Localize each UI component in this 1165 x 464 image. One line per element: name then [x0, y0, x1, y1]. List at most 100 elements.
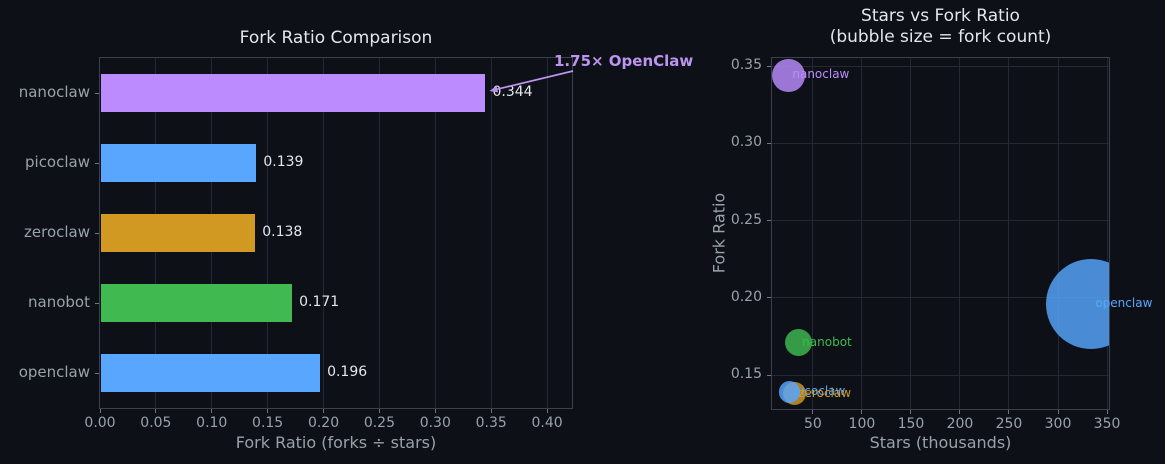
gridline-x — [378, 58, 380, 408]
bar-nanoclaw — [101, 74, 486, 112]
x-tick-mark — [378, 409, 380, 413]
x-tick-mark — [323, 409, 325, 413]
x-tick-mark — [1057, 410, 1059, 414]
gridline-x — [1008, 58, 1010, 409]
y-tick-mark — [95, 92, 99, 94]
x-tick-mark — [155, 409, 157, 413]
bubble-x-axis-label: Stars (thousands) — [869, 433, 1012, 452]
x-tick-label: 0.10 — [196, 415, 228, 431]
x-tick-mark — [490, 409, 492, 413]
gridline-y — [772, 65, 1109, 67]
annotation-text: 1.75× OpenClaw — [554, 52, 694, 70]
x-tick-label: 250 — [995, 416, 1023, 432]
gridline-x — [812, 58, 814, 409]
x-tick-label: 100 — [848, 416, 876, 432]
gridline-x — [861, 58, 863, 409]
bar-nanobot — [101, 284, 293, 322]
category-label-zeroclaw: zeroclaw — [24, 223, 90, 241]
bar-value-label: 0.196 — [327, 364, 368, 380]
bubble-label-zeroclaw: zeroclaw — [798, 385, 852, 400]
gridline-y — [772, 142, 1109, 144]
gridline-x — [1057, 58, 1059, 409]
x-tick-mark — [1106, 410, 1108, 414]
x-tick-label: 0.35 — [475, 415, 507, 431]
x-tick-mark — [99, 409, 101, 413]
x-tick-label: 0.25 — [363, 415, 395, 431]
bubble-plot-area: 50 100 150 200 250 300 350 0.35 0.30 0.25 0.20 0.15… — [731, 57, 1152, 432]
x-tick-mark — [546, 409, 548, 413]
y-tick-label: 0.20 — [730, 288, 762, 305]
x-tick-label: 50 — [803, 416, 822, 432]
x-tick-label: 0.20 — [307, 415, 340, 431]
bar-value-label: 0.138 — [262, 224, 303, 240]
y-tick-label: 0.30 — [730, 134, 762, 151]
x-tick-mark — [211, 409, 213, 413]
y-tick-mark — [767, 142, 771, 144]
x-tick-label: 0.30 — [419, 415, 451, 431]
y-tick-mark — [767, 374, 771, 376]
gridline-x — [267, 58, 269, 408]
bubble-openclaw — [1046, 258, 1109, 349]
gridline-x — [910, 58, 912, 409]
bubble-nanobot — [784, 328, 812, 357]
y-tick-mark — [767, 220, 771, 222]
gridline-x — [323, 58, 325, 408]
x-tick-mark — [267, 409, 269, 413]
category-label-nanoclaw: nanoclaw — [18, 83, 90, 101]
gridline-x — [490, 58, 492, 408]
x-tick-label: 0.15 — [252, 415, 284, 431]
x-tick-label: 200 — [946, 416, 974, 432]
x-tick-mark — [434, 409, 436, 413]
gridline-x — [546, 58, 548, 408]
bubble-chart-subtitle: (bubble size = fork count) — [829, 27, 1052, 47]
bubble-label-nanobot: nanobot — [802, 334, 852, 349]
bar-value-label: 0.139 — [263, 154, 304, 170]
bar-value-label: 0.171 — [299, 294, 340, 310]
bubble-label-picoclaw: picoclaw — [793, 384, 846, 398]
bar-x-axis-label: Fork Ratio (forks ÷ stars) — [235, 433, 437, 452]
x-tick-label: 300 — [1044, 416, 1072, 432]
bubble-y-axis-label: Fork Ratio — [709, 192, 729, 274]
x-tick-mark — [910, 410, 912, 414]
x-tick-mark — [861, 410, 863, 414]
category-label-openclaw: openclaw — [18, 363, 90, 381]
bubble-picoclaw — [778, 381, 800, 403]
y-tick-mark — [95, 302, 99, 304]
gridline-x — [1106, 58, 1108, 409]
bubble-chart-title: Stars vs Fork Ratio — [861, 6, 1020, 26]
y-tick-mark — [95, 232, 99, 234]
gridline-y — [772, 297, 1109, 299]
bubble-label-openclaw: openclaw — [1095, 295, 1153, 310]
x-tick-label: 0.00 — [84, 415, 116, 431]
bar-value-label: 0.344 — [492, 84, 533, 100]
y-tick-label: 0.25 — [730, 211, 762, 228]
y-tick-mark — [95, 162, 99, 164]
x-tick-label: 150 — [897, 416, 925, 432]
x-tick-mark — [959, 410, 961, 414]
bar-plot-area: 0.00 0.05 0.10 0.15 0.20 0.25 0.30 0.35 0.40 0.34… — [19, 57, 573, 431]
bar-picoclaw — [101, 144, 257, 182]
category-label-nanobot: nanobot — [28, 293, 90, 311]
bar-zeroclaw — [101, 214, 256, 252]
gridline-y — [772, 220, 1109, 222]
y-tick-mark — [767, 297, 771, 299]
bar-chart-title: Fork Ratio Comparison — [239, 28, 433, 48]
gridline-x — [959, 58, 961, 409]
x-tick-label: 0.05 — [140, 415, 172, 431]
y-tick-label: 0.15 — [730, 366, 762, 382]
bar-openclaw — [101, 354, 321, 392]
gridline-y — [772, 374, 1109, 376]
y-tick-label: 0.35 — [730, 57, 762, 74]
bubble-label-nanoclaw: nanoclaw — [792, 67, 850, 82]
x-tick-label: 350 — [1093, 416, 1121, 432]
x-tick-label: 0.40 — [531, 415, 563, 431]
bubble-clip-region — [772, 58, 1109, 409]
bubble-chart-title-block: Stars vs Fork Ratio (bubble size = fork … — [771, 6, 1110, 48]
gridline-x — [434, 58, 436, 408]
category-label-picoclaw: picoclaw — [25, 153, 90, 171]
x-tick-mark — [1008, 410, 1010, 414]
y-tick-mark — [95, 372, 99, 374]
y-tick-mark — [767, 65, 771, 67]
bubble-nanoclaw — [772, 58, 805, 92]
